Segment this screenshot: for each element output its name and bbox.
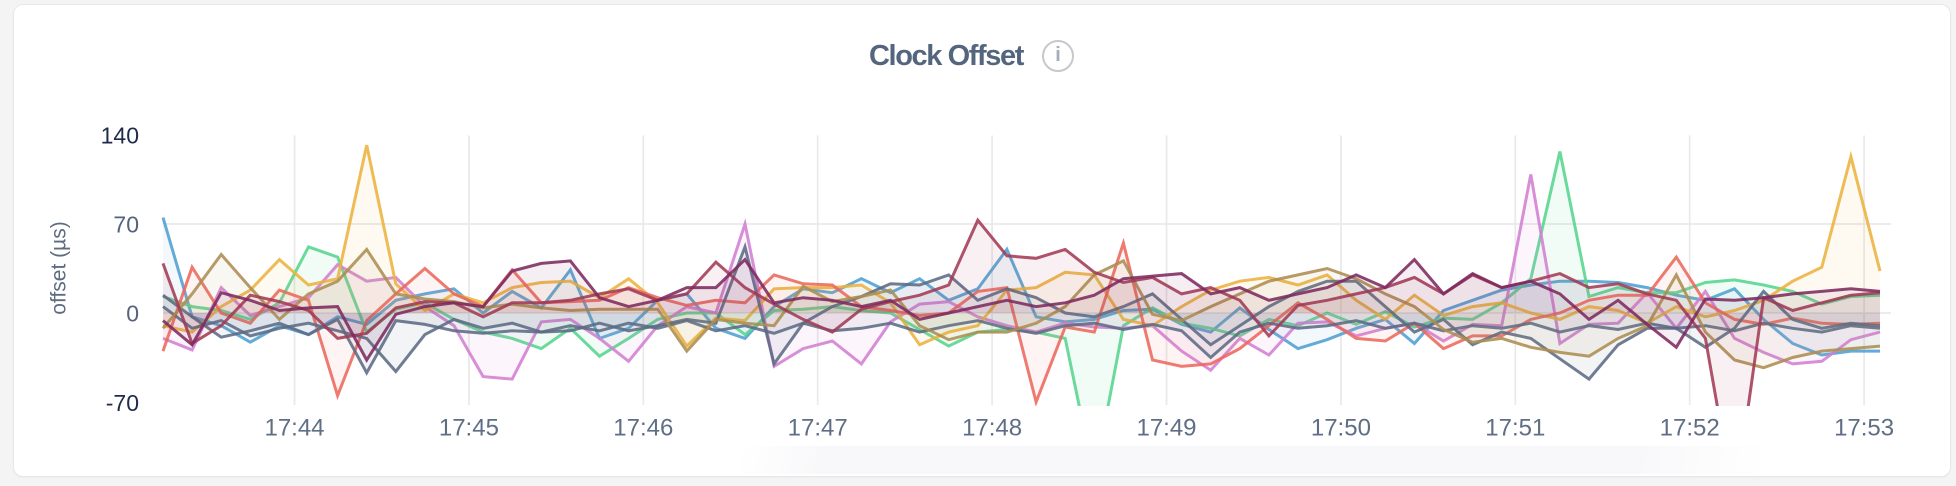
svg-text:17:50: 17:50 (1311, 415, 1371, 442)
svg-text:-70: -70 (106, 390, 139, 416)
svg-text:17:47: 17:47 (788, 415, 848, 442)
svg-text:17:51: 17:51 (1485, 415, 1545, 442)
svg-text:17:48: 17:48 (962, 415, 1022, 442)
svg-text:17:45: 17:45 (439, 415, 499, 442)
svg-text:140: 140 (101, 123, 139, 149)
svg-text:17:49: 17:49 (1136, 415, 1196, 442)
svg-text:17:46: 17:46 (613, 415, 673, 442)
svg-text:17:52: 17:52 (1660, 415, 1720, 442)
svg-text:0: 0 (126, 301, 139, 327)
svg-text:17:44: 17:44 (264, 415, 324, 442)
svg-text:17:53: 17:53 (1834, 415, 1894, 442)
svg-text:70: 70 (113, 212, 139, 238)
svg-text:offset (µs): offset (µs) (48, 221, 71, 314)
